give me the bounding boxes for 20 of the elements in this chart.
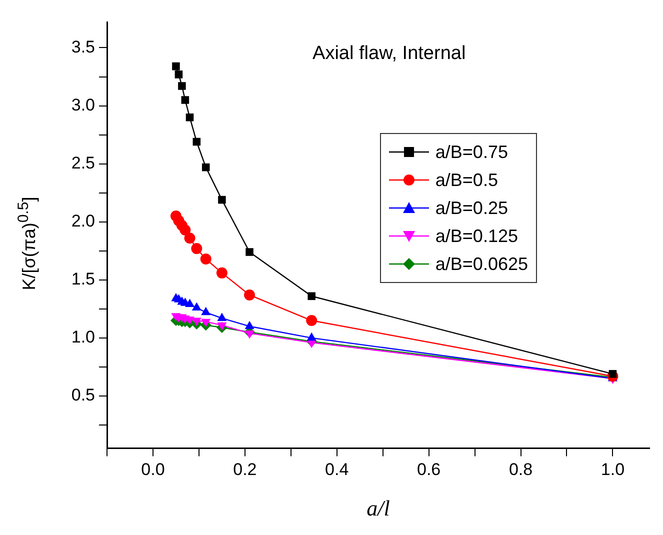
x-tick-label: 0.4 xyxy=(325,460,349,480)
y-tick-label: 1.5 xyxy=(71,270,95,289)
y-tick-label: 2.5 xyxy=(71,154,95,172)
x-tick-label: 0.2 xyxy=(233,460,257,480)
y-tick-label: 2.0 xyxy=(71,212,95,231)
x-tick-label: 0.6 xyxy=(417,460,441,480)
annotation: Axial flaw, Internal xyxy=(312,42,466,64)
legend-label: a/B=0.5 xyxy=(435,170,498,190)
legend-label: a/B=0.0625 xyxy=(435,254,528,274)
x-axis-title: a/l xyxy=(366,496,390,521)
legend-label: a/B=0.75 xyxy=(435,142,508,162)
legend-label: a/B=0.25 xyxy=(435,198,508,218)
legend-label: a/B=0.125 xyxy=(435,226,518,246)
y-tick-label: 1.0 xyxy=(71,328,95,347)
x-tick-label: 0.8 xyxy=(508,460,533,480)
y-tick-label: 0.5 xyxy=(71,386,95,405)
y-tick-label: 3.5 xyxy=(71,37,95,56)
x-tick-label: 0.0 xyxy=(141,460,165,480)
x-tick-label: 1.0 xyxy=(600,460,625,480)
y-tick-label: 3.0 xyxy=(71,95,95,114)
